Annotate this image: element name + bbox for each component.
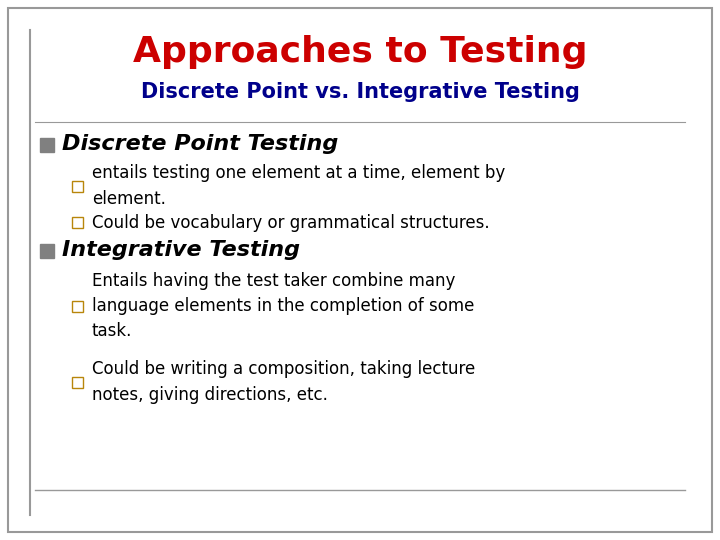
Bar: [40, 138, 54, 152]
Text: entails testing one element at a time, element by
element.: entails testing one element at a time, e…: [92, 165, 505, 207]
Text: Integrative Testing: Integrative Testing: [62, 240, 300, 260]
Bar: [72, 377, 83, 388]
Text: Could be vocabulary or grammatical structures.: Could be vocabulary or grammatical struc…: [92, 214, 490, 232]
Bar: [72, 217, 83, 228]
Text: Could be writing a composition, taking lecture
notes, giving directions, etc.: Could be writing a composition, taking l…: [92, 361, 475, 403]
Text: Discrete Point vs. Integrative Testing: Discrete Point vs. Integrative Testing: [140, 82, 580, 102]
Text: Entails having the test taker combine many
language elements in the completion o: Entails having the test taker combine ma…: [92, 272, 474, 340]
Text: Discrete Point Testing: Discrete Point Testing: [62, 134, 338, 154]
Bar: [72, 181, 83, 192]
Bar: [40, 244, 54, 258]
Bar: [72, 301, 83, 312]
Text: Approaches to Testing: Approaches to Testing: [132, 35, 588, 69]
